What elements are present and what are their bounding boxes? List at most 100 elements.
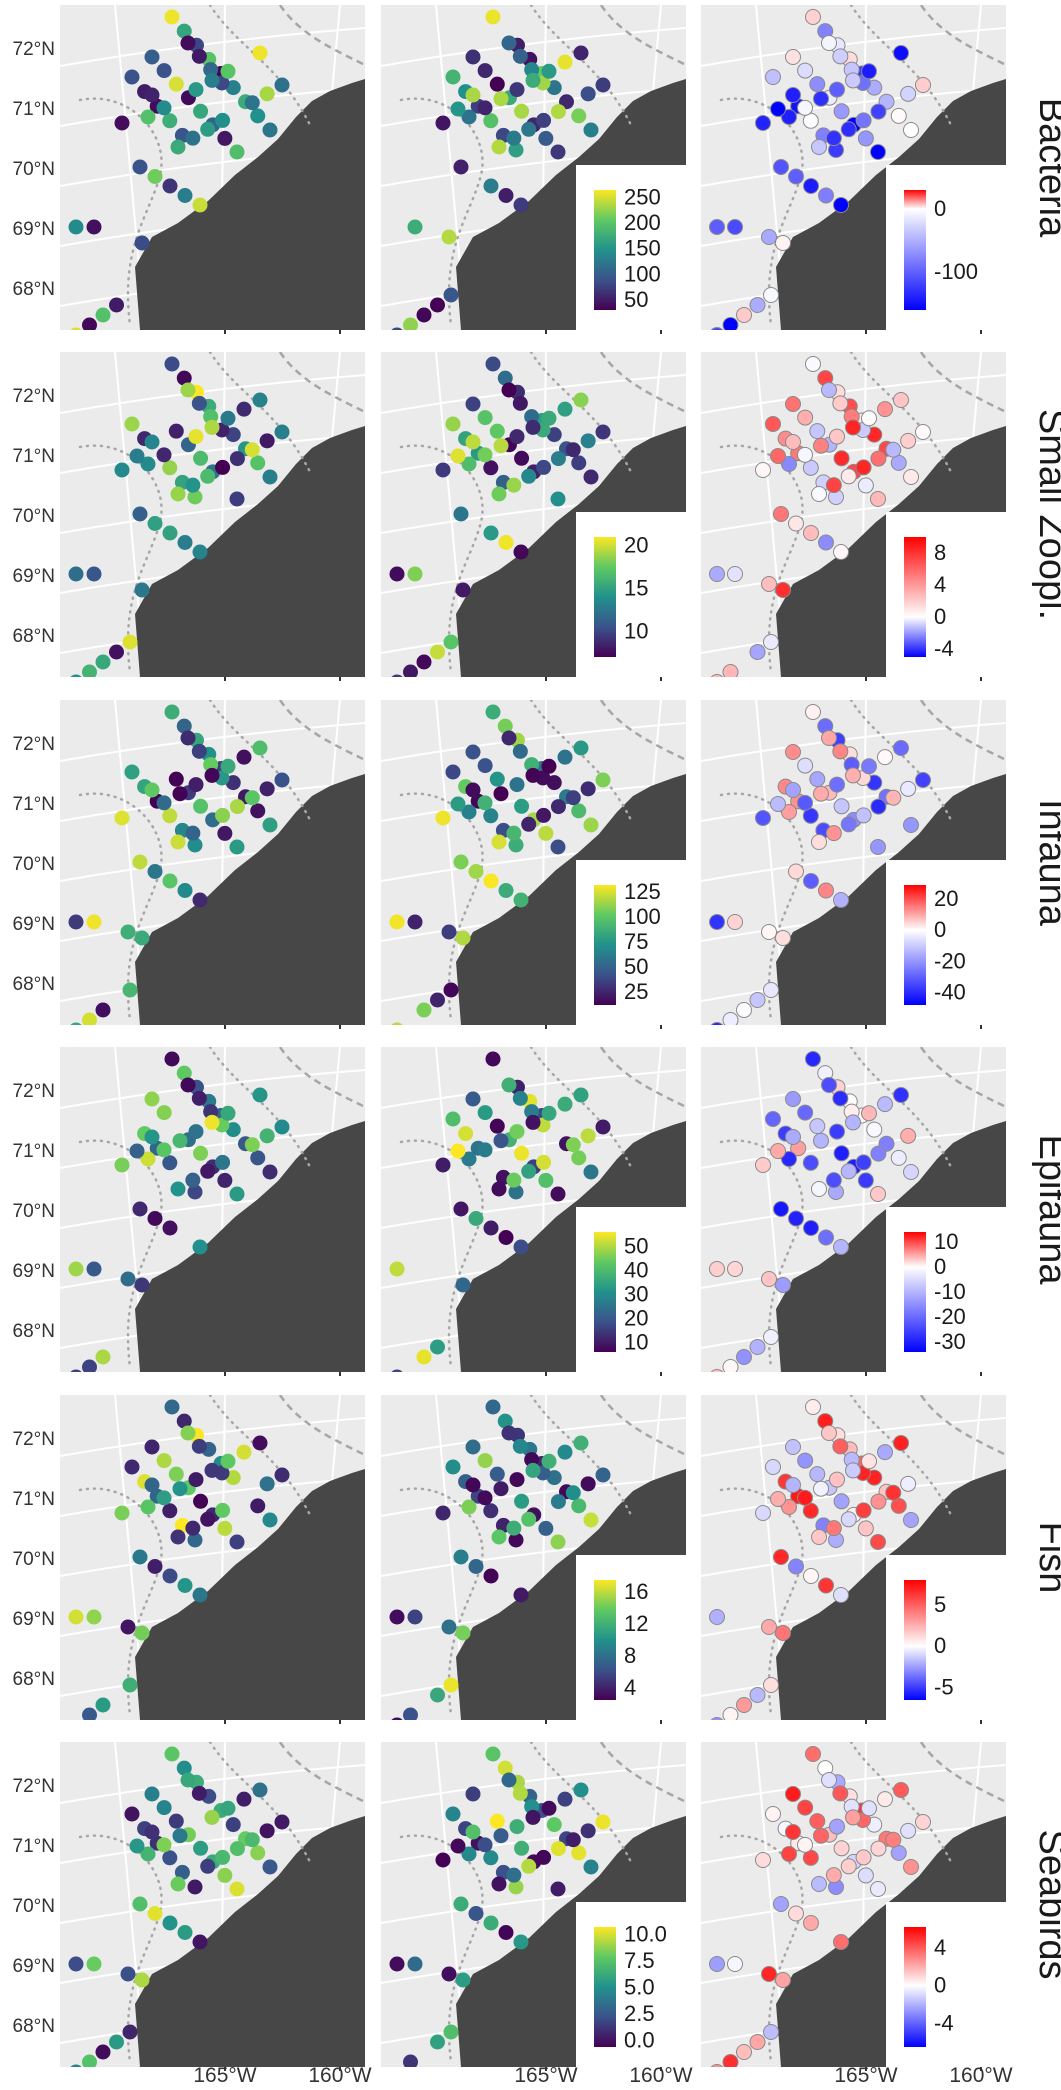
station-point (722, 664, 739, 677)
station-point (903, 1512, 919, 1528)
station-point (710, 1022, 724, 1025)
station-point (164, 1051, 180, 1067)
station-point (134, 582, 150, 598)
station-point (274, 1467, 290, 1483)
map-panel (60, 1047, 365, 1372)
station-point (710, 2064, 724, 2067)
station-point (200, 121, 216, 137)
station-point (775, 930, 791, 946)
station-point (506, 1520, 522, 1536)
station-point (833, 1587, 849, 1603)
latitude-gridline (381, 722, 686, 762)
station-point (722, 1359, 739, 1372)
station-point (70, 1369, 82, 1372)
station-point (122, 1677, 138, 1693)
station-point (156, 1800, 172, 1816)
station-point (86, 1609, 102, 1625)
boundary-dotted (719, 444, 804, 674)
colorbar-tick-label: -4 (934, 636, 954, 661)
station-point (509, 777, 525, 793)
station-point (465, 1439, 481, 1455)
station-point (114, 810, 130, 826)
station-point (501, 1425, 517, 1441)
station-point (144, 782, 160, 798)
station-point (829, 81, 845, 98)
colorbar-legend: 20 15 10 (576, 512, 686, 677)
station-point (797, 1104, 814, 1121)
station-point (244, 442, 260, 458)
station-point (785, 1786, 801, 1802)
station-point (82, 1012, 97, 1025)
colorbar-tick-label: 12 (624, 1611, 648, 1636)
station-point (168, 423, 184, 439)
station-point (450, 1838, 466, 1854)
colorbar-tick-label: -100 (934, 259, 978, 284)
station-point (845, 1462, 861, 1479)
station-point (86, 219, 102, 235)
station-point (435, 810, 451, 826)
station-point (514, 1493, 530, 1509)
station-point (187, 1879, 203, 1895)
station-point (485, 1399, 501, 1415)
station-point (900, 1822, 917, 1839)
colorbar-tick-label: 0 (934, 196, 946, 221)
station-point (857, 1520, 874, 1537)
station-point (220, 758, 236, 774)
latitude-tick-label: 69°N (13, 914, 55, 935)
station-point (722, 317, 739, 330)
latitude-gridline (60, 1764, 365, 1804)
station-point (557, 1096, 573, 1112)
station-point (840, 121, 857, 138)
station-point (170, 834, 186, 850)
colorbar-tick-label: 150 (624, 236, 661, 261)
boundary-dashed (278, 1047, 365, 1109)
station-point (477, 410, 493, 426)
station-point (191, 395, 207, 411)
station-point (124, 69, 140, 85)
station-point (191, 743, 207, 759)
station-point (465, 1824, 481, 1840)
station-point (501, 382, 517, 398)
station-point (903, 122, 919, 138)
latitude-gridline (381, 782, 686, 822)
station-point (217, 825, 233, 841)
colorbar-tick-label: 16 (624, 1579, 648, 1604)
latitude-gridline (60, 87, 365, 127)
station-point (192, 892, 208, 908)
colorbar (594, 190, 616, 310)
colorbar-tick-label: -40 (934, 980, 966, 1005)
station-point (391, 327, 403, 330)
station-point (770, 1143, 786, 1159)
station-point (832, 395, 849, 412)
station-point (845, 1114, 861, 1131)
boundary-dotted (78, 792, 163, 1022)
latitude-gridline (60, 1129, 365, 1169)
boundary-dotted (719, 97, 804, 327)
station-point (176, 1760, 192, 1776)
latitude-tick-label: 69°N (13, 566, 55, 587)
station-point (122, 982, 138, 998)
station-point (453, 854, 469, 870)
station-point (220, 1800, 236, 1816)
station-point (407, 1956, 423, 1972)
station-point (416, 307, 432, 323)
latitude-tick-label: 70°N (13, 159, 55, 180)
latitude-tick-label: 71°N (13, 99, 55, 120)
station-point (134, 930, 150, 946)
station-point (200, 1511, 216, 1527)
station-point (156, 63, 172, 79)
station-point (583, 1859, 599, 1875)
latitude-gridline (381, 374, 686, 414)
station-point (174, 1864, 190, 1880)
station-point (803, 1568, 819, 1584)
station-point (144, 1477, 160, 1493)
latitude-tick-label: 72°N (13, 734, 55, 755)
station-point (86, 914, 102, 930)
station-point (229, 1841, 245, 1857)
station-point (903, 469, 919, 485)
station-point (134, 1277, 150, 1293)
station-point (129, 1838, 145, 1854)
station-point (509, 1472, 525, 1488)
station-point (915, 424, 931, 440)
